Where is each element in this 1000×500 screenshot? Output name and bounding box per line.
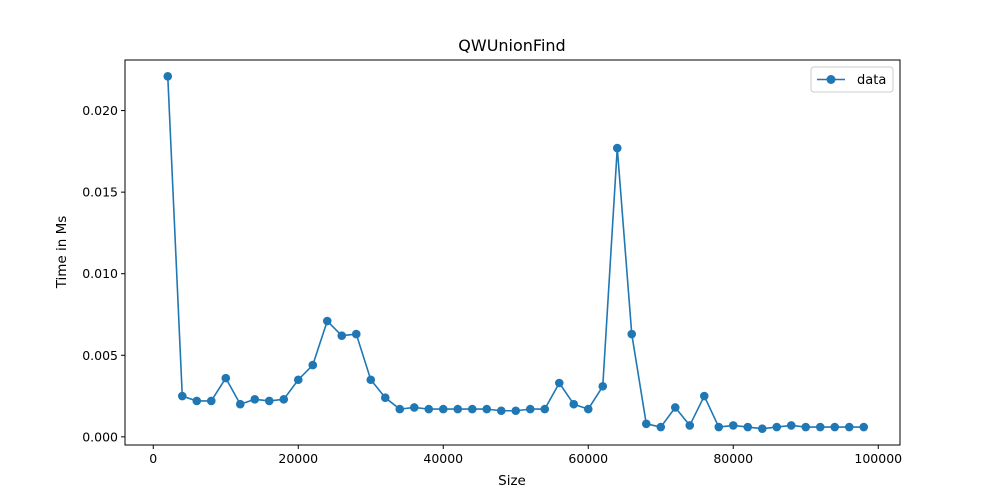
y-tick-label: 0.010 (82, 266, 118, 281)
data-point (322, 316, 332, 326)
plot-area (163, 72, 869, 433)
data-point (192, 396, 202, 406)
plot-frame (124, 59, 901, 446)
data-point (366, 375, 376, 385)
data-point (496, 406, 506, 416)
data-point (264, 396, 274, 406)
x-tick-label: 80000 (713, 451, 753, 466)
x-tick-label: 60000 (568, 451, 608, 466)
data-point (859, 422, 869, 432)
legend-marker-swatch (826, 75, 836, 84)
data-point (467, 404, 477, 414)
data-point (786, 421, 796, 430)
data-point (714, 422, 724, 432)
data-point (177, 391, 187, 401)
data-point (511, 406, 521, 416)
y-tick-label: 0.020 (82, 103, 118, 118)
data-point (728, 421, 738, 430)
data-point (815, 422, 825, 432)
data-point (685, 421, 695, 430)
data-point (351, 329, 361, 339)
data-point (801, 422, 811, 432)
x-axis: 0 20000 40000 60000 80000 100000 (149, 445, 902, 466)
legend: data (810, 66, 894, 93)
x-tick-label: 40000 (423, 451, 463, 466)
data-point (438, 404, 448, 414)
data-point (540, 404, 550, 414)
data-point (453, 404, 463, 414)
data-point (743, 422, 753, 432)
data-point (206, 396, 216, 406)
x-tick-label: 100000 (854, 451, 902, 466)
data-point (482, 404, 492, 414)
data-point (670, 403, 680, 412)
data-point (525, 404, 535, 414)
legend-entry-label: data (857, 73, 886, 88)
data-point (250, 395, 260, 404)
data-point (163, 72, 173, 81)
data-point (830, 422, 840, 432)
y-tick-label: 0.000 (82, 429, 118, 444)
data-point (424, 404, 434, 414)
data-point (627, 329, 637, 339)
x-axis-label: Size (498, 473, 526, 489)
data-point (279, 395, 289, 404)
y-axis: 0.000 0.005 0.010 0.015 0.020 (82, 103, 125, 444)
data-point (757, 424, 767, 433)
chart-title: QWUnionFind (458, 36, 565, 55)
x-tick-label: 20000 (278, 451, 318, 466)
y-tick-label: 0.005 (82, 348, 118, 363)
data-point (656, 422, 666, 432)
data-point (844, 422, 854, 432)
x-tick-label: 0 (149, 451, 157, 466)
data-point (409, 403, 419, 412)
data-point (337, 331, 347, 340)
data-point (598, 381, 608, 391)
legend-box (810, 66, 894, 93)
data-point (569, 399, 579, 409)
data-point (380, 393, 390, 402)
data-point (235, 399, 245, 409)
data-point (699, 391, 709, 401)
data-point (583, 404, 593, 414)
y-tick-label: 0.015 (82, 185, 118, 200)
data-point (612, 143, 622, 153)
data-point (641, 419, 651, 429)
y-axis-label: Time in Ms (54, 216, 70, 290)
data-point (221, 373, 231, 383)
data-point (772, 422, 782, 432)
data-point (308, 360, 318, 370)
data-point (293, 375, 303, 385)
data-point (554, 378, 564, 388)
data-point (395, 404, 405, 414)
